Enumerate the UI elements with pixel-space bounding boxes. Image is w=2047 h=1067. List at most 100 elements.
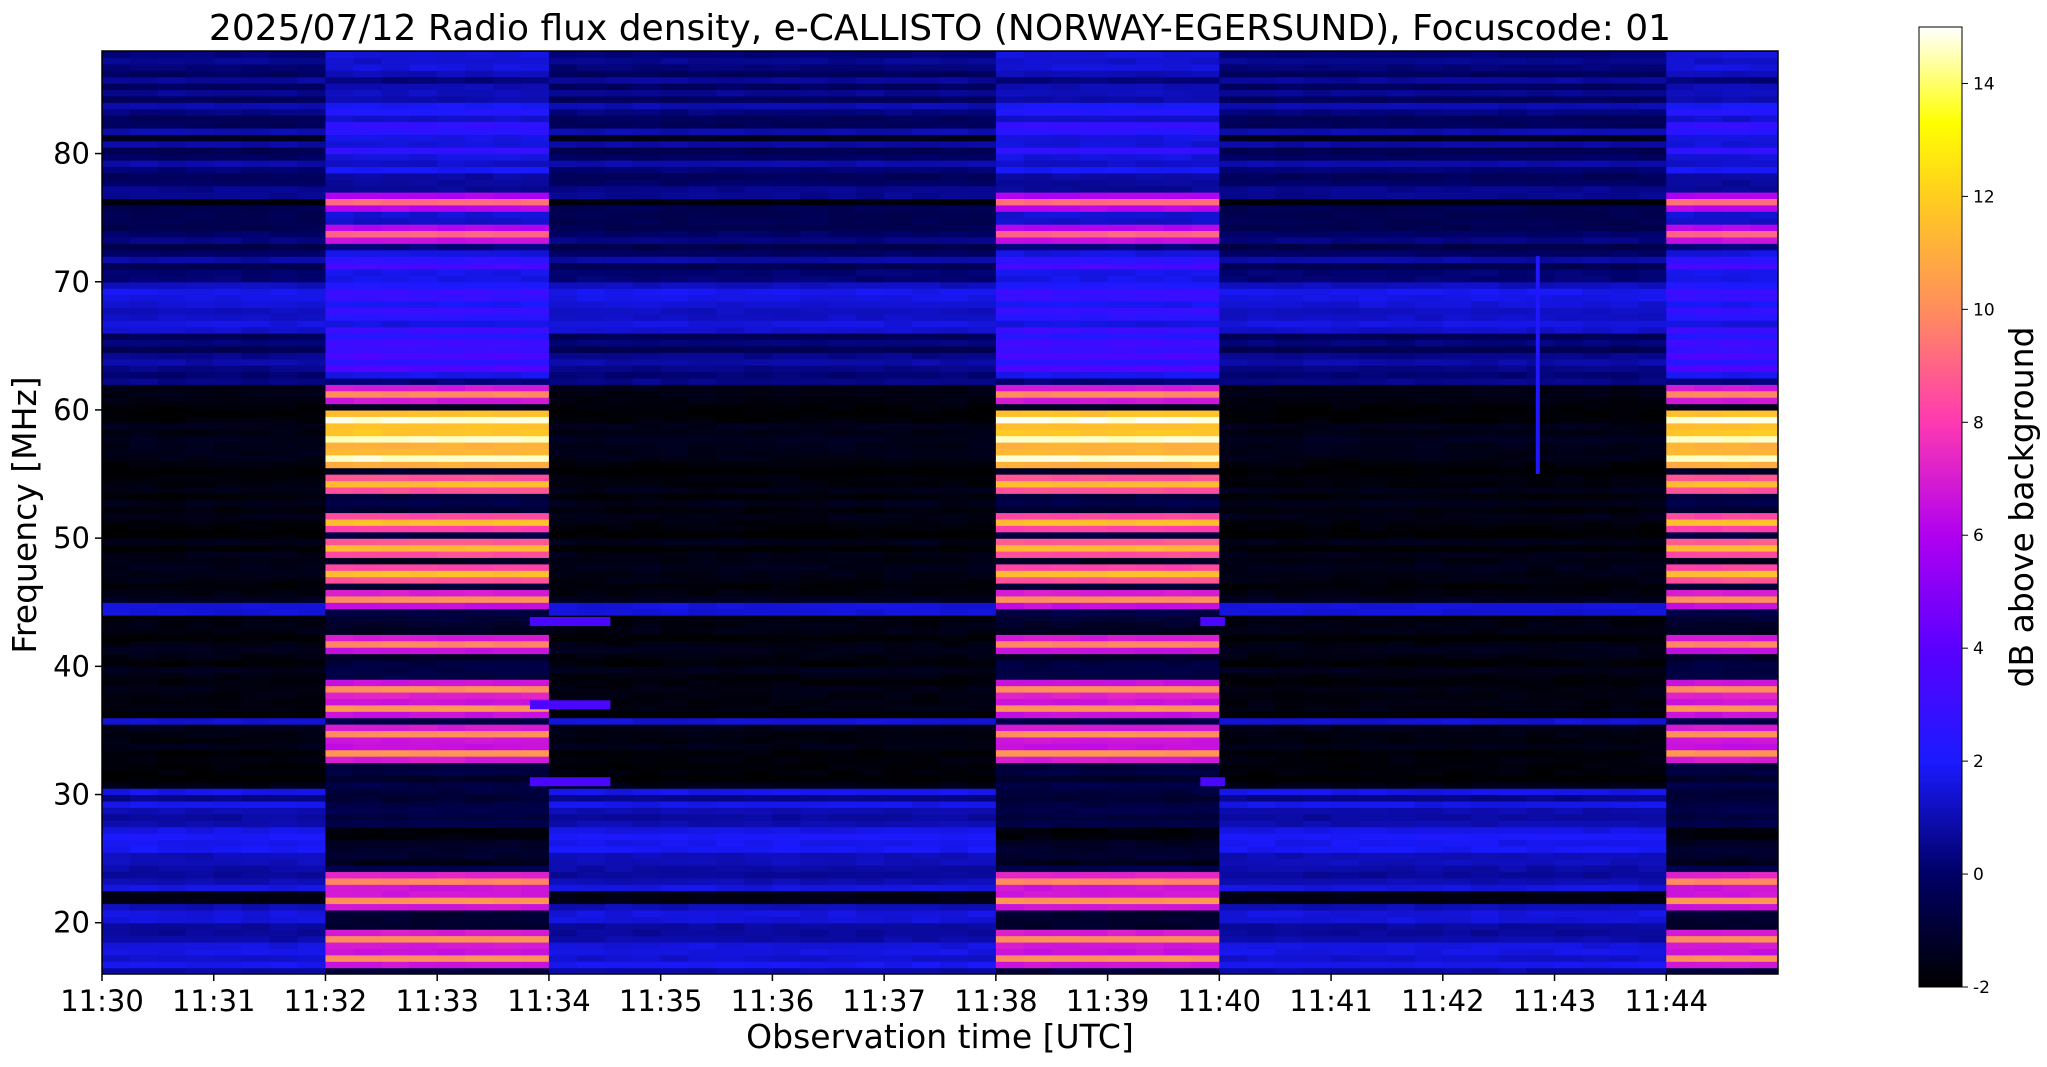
heatmap-cell xyxy=(493,326,522,334)
heatmap-cell xyxy=(409,717,438,725)
heatmap-cell xyxy=(800,236,829,244)
heatmap-cell xyxy=(940,698,969,706)
heatmap-cell xyxy=(1023,140,1053,148)
heatmap-cell xyxy=(409,313,438,321)
heatmap-cell xyxy=(828,595,857,603)
heatmap-cell xyxy=(1051,679,1081,687)
heatmap-cell xyxy=(576,666,606,674)
heatmap-cell xyxy=(129,691,159,699)
heatmap-cell xyxy=(213,929,243,937)
heatmap-cell xyxy=(884,454,913,462)
heatmap-cell xyxy=(632,852,662,860)
heatmap-cell xyxy=(297,326,327,334)
heatmap-cell xyxy=(437,762,466,770)
heatmap-cell xyxy=(1023,121,1053,129)
heatmap-cell xyxy=(437,672,466,680)
heatmap-cell xyxy=(884,525,913,533)
heatmap-cell xyxy=(241,922,271,930)
heatmap-cell xyxy=(185,390,215,398)
heatmap-cell xyxy=(940,807,969,815)
heatmap-cell xyxy=(241,166,271,174)
heatmap-cell xyxy=(604,153,634,161)
heatmap-cell xyxy=(409,807,438,815)
heatmap-cell xyxy=(521,159,550,167)
heatmap-cell xyxy=(940,249,969,257)
heatmap-cell xyxy=(437,948,466,956)
heatmap-cell xyxy=(884,268,913,276)
heatmap-cell xyxy=(409,153,438,161)
heatmap-cell xyxy=(1023,249,1053,257)
heatmap-cell xyxy=(716,941,746,949)
heatmap-cell xyxy=(353,941,382,949)
heatmap-cell xyxy=(716,358,746,366)
heatmap-cell xyxy=(632,313,662,321)
heatmap-cell xyxy=(157,730,187,738)
heatmap-cell xyxy=(660,800,690,808)
heatmap-cell xyxy=(185,506,215,514)
heatmap-cell xyxy=(102,108,131,116)
heatmap-cell xyxy=(325,602,354,610)
heatmap-cell xyxy=(800,121,829,129)
heatmap-cell xyxy=(884,236,913,244)
heatmap-cell xyxy=(688,204,718,212)
heatmap-cell xyxy=(632,211,662,219)
heatmap-cell xyxy=(241,262,271,270)
heatmap-cell xyxy=(269,89,299,97)
heatmap-cell xyxy=(381,377,410,385)
heatmap-cell xyxy=(1023,499,1053,507)
heatmap-cell xyxy=(437,486,466,494)
heatmap-cell xyxy=(576,845,606,853)
heatmap-cell xyxy=(325,775,354,783)
heatmap-cell xyxy=(102,794,131,802)
heatmap-cell xyxy=(1023,756,1053,764)
heatmap-cell xyxy=(437,743,466,751)
heatmap-cell xyxy=(269,756,299,764)
heatmap-cell xyxy=(828,365,857,373)
heatmap-cell xyxy=(381,493,410,501)
heatmap-cell xyxy=(521,659,550,667)
heatmap-cell xyxy=(493,76,522,84)
heatmap-cell xyxy=(632,589,662,597)
heatmap-cell xyxy=(269,422,299,430)
heatmap-cell xyxy=(912,557,941,565)
heatmap-cell xyxy=(576,807,606,815)
heatmap-cell xyxy=(437,397,466,405)
heatmap-cell xyxy=(828,807,857,815)
heatmap-cell xyxy=(381,903,410,911)
heatmap-cell xyxy=(1023,384,1053,392)
heatmap-cell xyxy=(297,602,327,610)
heatmap-cell xyxy=(995,704,1025,712)
heatmap-cell xyxy=(995,365,1025,373)
heatmap-cell xyxy=(716,807,746,815)
heatmap-cell xyxy=(521,557,550,565)
heatmap-cell xyxy=(800,781,829,789)
heatmap-cell xyxy=(716,531,746,539)
heatmap-cell xyxy=(241,935,271,943)
heatmap-cell xyxy=(297,576,327,584)
heatmap-cell xyxy=(129,313,159,321)
heatmap-cell xyxy=(465,467,494,475)
heatmap-cell xyxy=(437,736,466,744)
heatmap-cell xyxy=(716,454,746,462)
heatmap-cell xyxy=(800,736,829,744)
heatmap-cell xyxy=(772,672,801,680)
heatmap-cell xyxy=(940,704,969,712)
heatmap-cell xyxy=(604,243,634,251)
heatmap-cell xyxy=(213,172,243,180)
heatmap-cell xyxy=(800,691,829,699)
heatmap-cell xyxy=(129,339,159,347)
heatmap-cell xyxy=(241,557,271,565)
heatmap-cell xyxy=(604,409,634,417)
heatmap-cell xyxy=(465,909,494,917)
heatmap-cell xyxy=(828,890,857,898)
heatmap-cell xyxy=(465,249,494,257)
heatmap-cell xyxy=(604,756,634,764)
heatmap-cell xyxy=(800,775,829,783)
heatmap-cell xyxy=(772,749,801,757)
heatmap-cell xyxy=(604,358,634,366)
heatmap-cell xyxy=(548,602,578,610)
heatmap-cell xyxy=(185,884,215,892)
heatmap-cell xyxy=(409,172,438,180)
heatmap-cell xyxy=(185,313,215,321)
heatmap-cell xyxy=(213,480,243,488)
